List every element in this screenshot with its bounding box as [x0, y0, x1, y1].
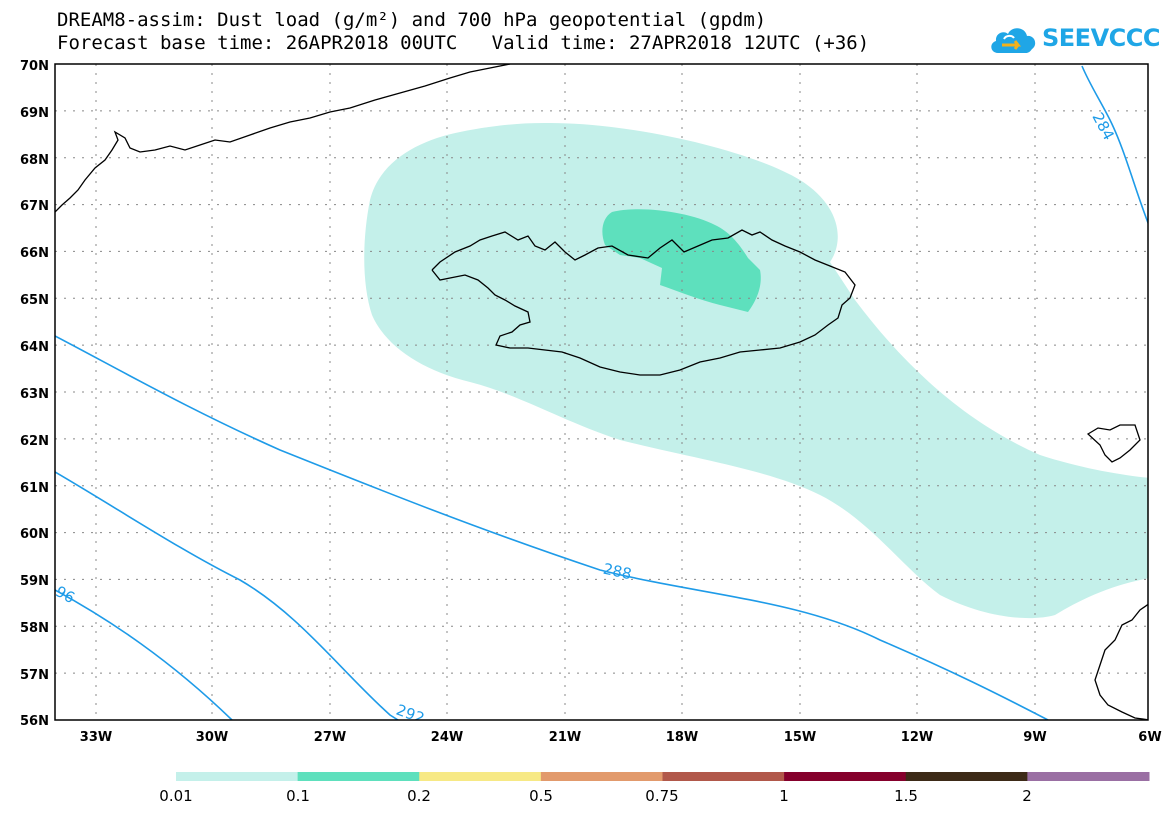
iceland-coast — [431, 229, 856, 376]
colorbar-swatch — [784, 772, 907, 781]
contour-284 — [1081, 65, 1148, 226]
colorbar-label: 1 — [779, 787, 789, 805]
lat-label: 67N — [20, 199, 49, 214]
lat-label: 70N — [20, 59, 49, 74]
lat-label: 66N — [20, 246, 49, 261]
dust-field-low — [364, 122, 1148, 619]
lon-label: 18W — [666, 730, 698, 745]
chart-subtitle: Forecast base time: 26APR2018 00UTC Vali… — [57, 32, 870, 54]
lat-label: 60N — [20, 527, 49, 542]
faroe-coast — [1086, 424, 1141, 463]
colorbar-labels: 0.01 0.1 0.2 0.5 0.75 1 1.5 2 — [159, 787, 1031, 805]
lon-label: 12W — [901, 730, 933, 745]
lat-label: 58N — [20, 621, 49, 636]
chart-title: DREAM8-assim: Dust load (g/m²) and 700 h… — [57, 9, 767, 31]
lat-label: 61N — [20, 481, 49, 496]
lat-label: 68N — [20, 153, 49, 168]
contour-288 — [55, 335, 1049, 720]
map-frame — [54, 63, 1149, 721]
lat-label: 65N — [20, 293, 49, 308]
colorbar-swatch — [419, 772, 542, 781]
geopotential-contours — [55, 65, 1148, 720]
colorbar-swatch — [905, 772, 1028, 781]
contour-label-288: 288 — [602, 560, 634, 584]
scotland-coast — [1094, 603, 1148, 720]
contour-296 — [55, 589, 233, 720]
lon-label: 27W — [314, 730, 346, 745]
colorbar-label: 2 — [1022, 787, 1032, 805]
colorbar-swatch — [662, 772, 785, 781]
lon-label: 33W — [80, 730, 112, 745]
colorbar-label: 1.5 — [894, 787, 918, 805]
cloud-icon — [991, 28, 1036, 53]
seevccc-logo: SEEVCCC — [988, 20, 1161, 60]
contour-292 — [55, 471, 399, 720]
colorbar-swatch — [297, 772, 420, 781]
lat-label: 59N — [20, 574, 49, 589]
colorbar-swatch — [1027, 772, 1150, 781]
colorbar-label: 0.1 — [286, 787, 310, 805]
latitude-labels: 70N 69N 68N 67N 66N 65N 64N 63N 62N 61N … — [20, 59, 49, 729]
lon-label: 9W — [1023, 730, 1046, 745]
lat-label: 69N — [20, 106, 49, 121]
colorbar-swatch — [540, 772, 663, 781]
colorbar-label: 0.01 — [159, 787, 192, 805]
lon-label: 24W — [431, 730, 463, 745]
lon-label: 21W — [549, 730, 581, 745]
lon-label: 30W — [196, 730, 228, 745]
lat-label: 56N — [20, 714, 49, 729]
dust-field-mid — [602, 209, 761, 312]
lon-label: 6W — [1138, 730, 1161, 745]
contour-labels: 284 288 292 96 — [52, 109, 1118, 728]
lat-label: 64N — [20, 340, 49, 355]
colorbar-label: 0.75 — [645, 787, 678, 805]
lat-label: 57N — [20, 668, 49, 683]
longitude-labels: 33W 30W 27W 24W 21W 18W 15W 12W 9W 6W — [80, 730, 1162, 745]
greenland-coast — [55, 64, 511, 213]
logo-text: SEEVCCC — [1042, 24, 1161, 52]
colorbar — [176, 772, 1150, 781]
lat-label: 62N — [20, 434, 49, 449]
colorbar-label: 0.5 — [529, 787, 553, 805]
coastlines — [55, 64, 1148, 720]
contour-label-296: 96 — [52, 582, 77, 607]
lat-label: 63N — [20, 387, 49, 402]
contour-label-292: 292 — [394, 701, 427, 728]
graticule — [55, 64, 1148, 720]
lon-label: 15W — [784, 730, 816, 745]
contour-label-284: 284 — [1088, 109, 1117, 143]
colorbar-label: 0.2 — [407, 787, 431, 805]
colorbar-swatch — [176, 772, 299, 781]
